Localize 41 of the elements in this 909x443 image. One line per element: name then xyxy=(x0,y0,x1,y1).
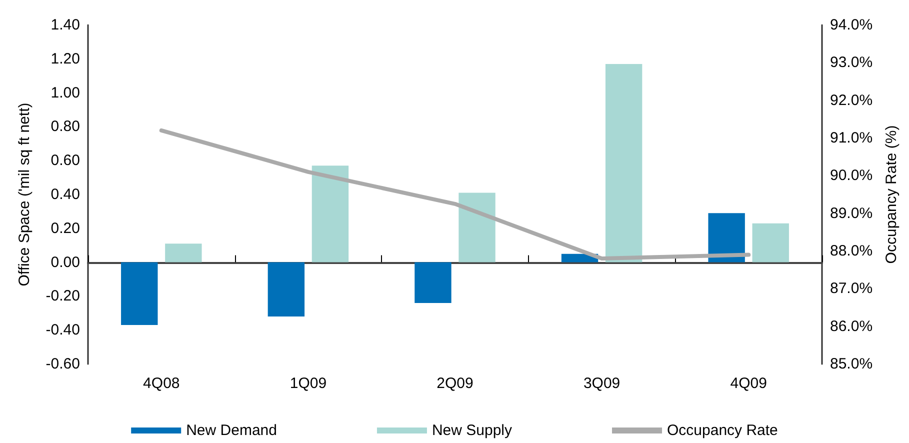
x-tick-label: 4Q08 xyxy=(143,375,180,392)
x-tick-label: 2Q09 xyxy=(436,375,474,392)
y-tick-label: -0.20 xyxy=(46,288,80,305)
y2-tick-label: 90.0% xyxy=(830,167,873,184)
y-tick-label: 1.40 xyxy=(50,16,80,34)
bar xyxy=(312,166,349,262)
y2-axis-title: Occupancy Rate (%) xyxy=(883,125,900,264)
y-tick-label: 0.20 xyxy=(50,220,80,237)
y2-tick-label: 87.0% xyxy=(830,280,873,298)
y2-tick-label: 86.0% xyxy=(830,318,873,335)
bar xyxy=(752,223,789,262)
bar xyxy=(458,192,496,262)
y2-tick-label: 85.0% xyxy=(830,356,873,372)
y-axis-title: Office Space ('mil sq ft nett) xyxy=(16,102,33,286)
y-tick-label: 1.20 xyxy=(50,50,80,68)
y-tick-label: 0.60 xyxy=(50,152,80,170)
y2-tick-label: 88.0% xyxy=(830,242,873,260)
legend-label: New Supply xyxy=(432,422,513,439)
legend-label: New Demand xyxy=(186,422,277,439)
bar xyxy=(268,262,305,317)
y2-tick-label: 89.0% xyxy=(830,204,873,222)
y2-tick-label: 93.0% xyxy=(830,54,873,72)
y2-tick-label: 91.0% xyxy=(830,130,873,146)
line-series xyxy=(159,128,751,261)
x-tick-label: 4Q09 xyxy=(730,375,767,392)
bar xyxy=(121,262,158,326)
legend-label: Occupancy Rate xyxy=(667,422,778,439)
x-tick-label: 3Q09 xyxy=(583,375,620,392)
bar xyxy=(414,262,452,303)
y-tick-label: -0.40 xyxy=(46,322,80,339)
y-tick-label: 0.40 xyxy=(50,186,80,203)
x-tick-label: 1Q09 xyxy=(290,375,327,392)
y-tick-label: -0.60 xyxy=(46,356,80,372)
y-tick-label: 0.00 xyxy=(50,254,80,271)
y-tick-label: 0.80 xyxy=(50,118,80,136)
bar xyxy=(165,244,202,262)
bar xyxy=(708,213,745,262)
y2-tick-label: 94.0% xyxy=(830,16,873,34)
y2-tick-label: 92.0% xyxy=(830,92,873,109)
y-tick-label: 1.00 xyxy=(50,84,80,102)
bar xyxy=(605,64,642,262)
